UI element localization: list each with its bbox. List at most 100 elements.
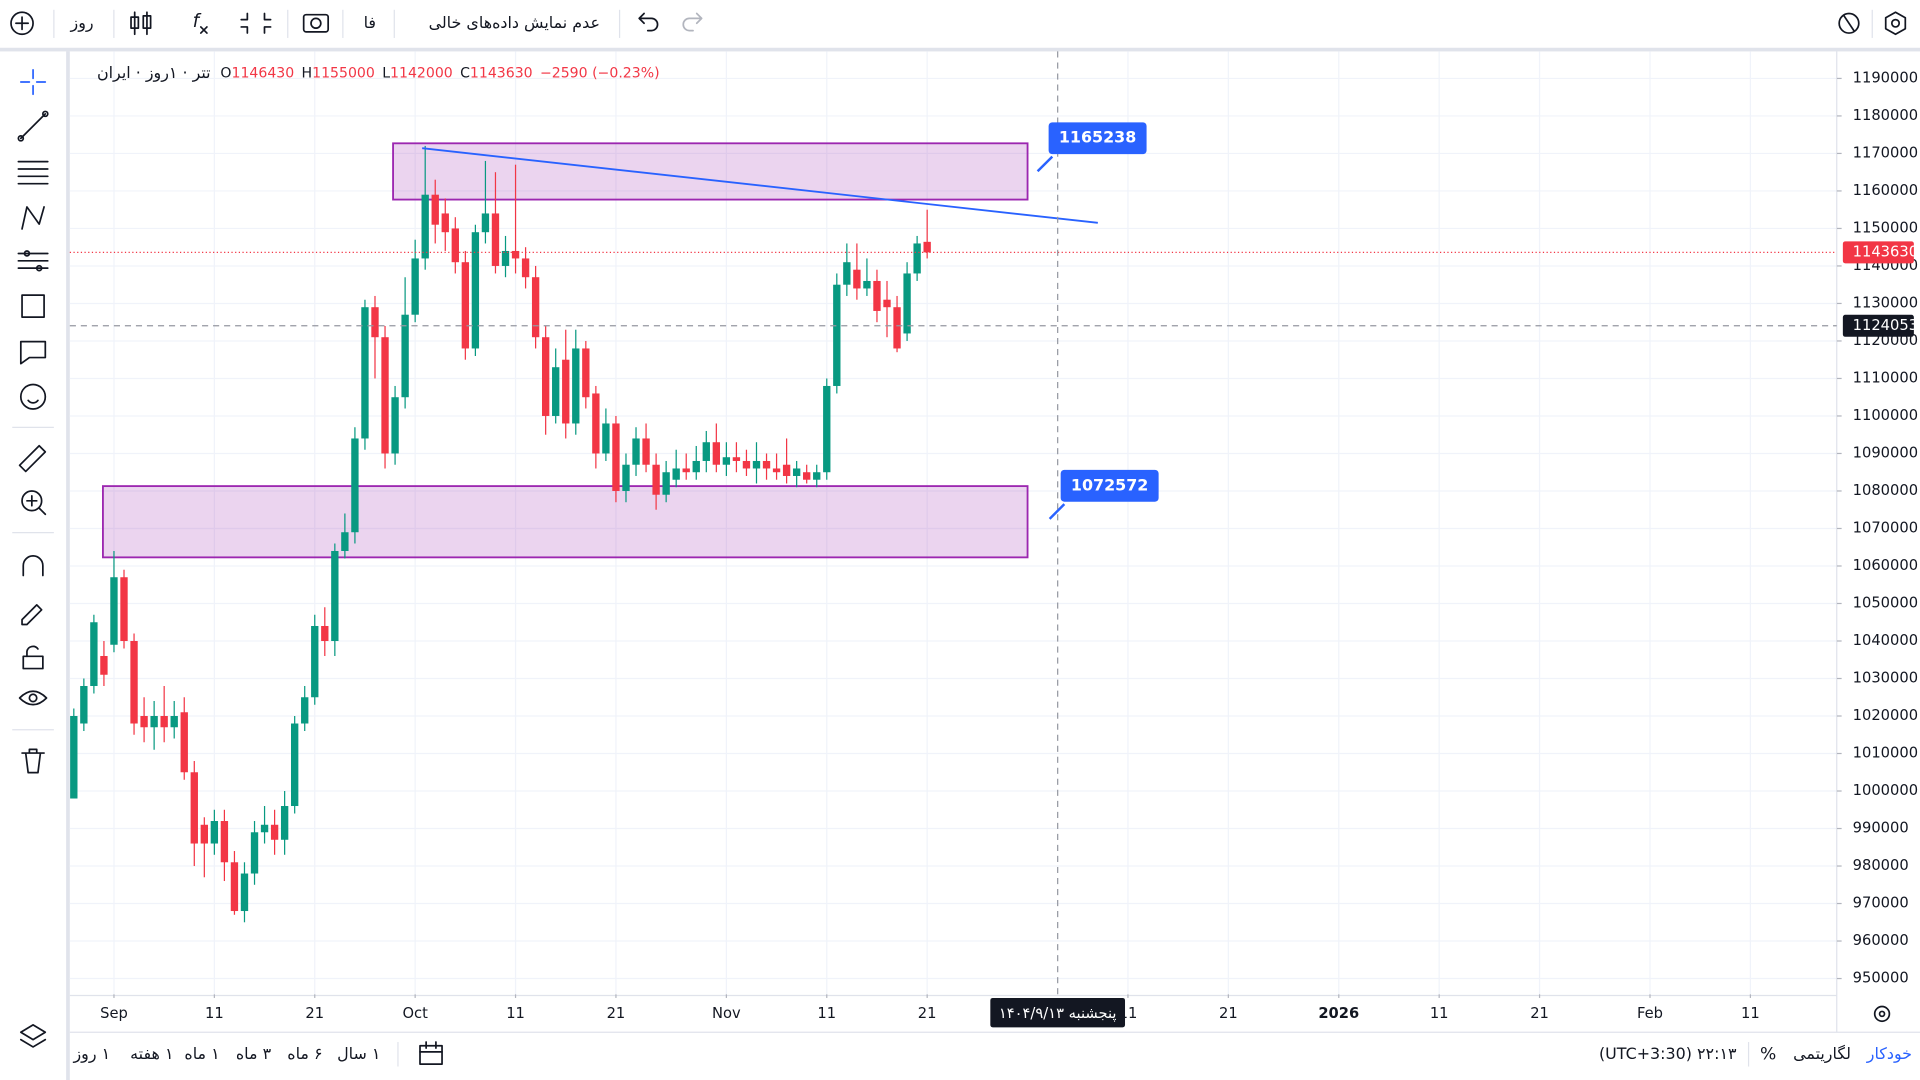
trendline-tool[interactable] xyxy=(17,110,49,142)
crosshair-tool[interactable] xyxy=(19,68,47,96)
candle-body xyxy=(270,824,279,840)
range-button[interactable]: ۶ ماه xyxy=(287,1044,322,1063)
left-toolbar xyxy=(12,68,54,1048)
percent-toggle[interactable]: % xyxy=(1760,1044,1776,1064)
candle-body xyxy=(762,460,771,469)
x-tick-label: 21 xyxy=(1530,1005,1549,1022)
indicators-button[interactable]: f xyxy=(193,11,208,34)
y-tick-label: 1150000 xyxy=(1853,219,1918,236)
theme-button[interactable] xyxy=(1838,12,1860,34)
range-button[interactable]: ۱ ماه xyxy=(184,1044,219,1063)
ohlc-prefix: L xyxy=(382,65,390,81)
candle-body xyxy=(863,280,871,289)
ohlc-change: −2590 (−0.23%) xyxy=(540,65,660,81)
zoom-tool[interactable] xyxy=(21,490,47,516)
range-button[interactable]: ۱ سال xyxy=(337,1044,380,1063)
fib-tool[interactable] xyxy=(17,160,49,185)
price-label-pointer xyxy=(1036,155,1054,173)
settings-button[interactable] xyxy=(1884,11,1907,36)
delete-tool[interactable] xyxy=(21,748,45,774)
redo-button[interactable] xyxy=(682,12,703,32)
x-tick-label: 11 xyxy=(1430,1005,1449,1022)
candle-body xyxy=(712,442,721,465)
hide-empty-toggle[interactable]: عدم نمایش داده‌های خالی xyxy=(429,13,600,33)
y-tick-label: 1000000 xyxy=(1853,782,1918,799)
candle-body xyxy=(110,577,118,645)
range-button[interactable]: ۱ روز xyxy=(73,1044,111,1064)
top-toolbar: روز f فا عدم نمایش داده‌های خالی xyxy=(10,9,1907,38)
time-axis-settings[interactable] xyxy=(1873,1005,1891,1023)
candle-body xyxy=(441,213,449,233)
y-tick-label: 1040000 xyxy=(1853,632,1918,649)
x-tick-label: 2026 xyxy=(1318,1005,1359,1022)
y-tick-label: 1010000 xyxy=(1853,745,1918,762)
candle-body xyxy=(692,460,700,473)
zone[interactable] xyxy=(102,485,1029,559)
candle-body xyxy=(120,577,128,641)
candle-body xyxy=(341,532,349,551)
top-divider xyxy=(0,47,1920,52)
icon-tool[interactable] xyxy=(19,383,47,410)
candle-body xyxy=(893,307,901,349)
zones xyxy=(102,142,1029,559)
interval-button[interactable]: روز xyxy=(70,13,94,33)
text-tool[interactable] xyxy=(19,340,47,365)
candle-body xyxy=(421,194,429,259)
candle-body xyxy=(250,832,259,874)
y-tick-label: 1180000 xyxy=(1853,107,1918,124)
y-tick-label: 1130000 xyxy=(1853,294,1918,311)
range-button[interactable]: ۱ هفته xyxy=(130,1044,173,1063)
fullscreen-button[interactable] xyxy=(240,12,272,34)
ruler-tool[interactable] xyxy=(18,444,47,473)
candle-body xyxy=(742,460,751,469)
visibility-tool[interactable] xyxy=(18,690,48,706)
candle-body xyxy=(903,273,911,334)
draw-mode-tool[interactable] xyxy=(21,604,43,626)
candle-body xyxy=(331,550,339,641)
pattern-tool[interactable] xyxy=(21,206,45,230)
grid xyxy=(69,51,1837,995)
candle-body xyxy=(622,464,630,491)
candle-body xyxy=(371,307,379,338)
lock-tool[interactable] xyxy=(22,645,44,670)
candle-body xyxy=(853,269,861,289)
candle-body xyxy=(843,262,851,285)
log-toggle[interactable]: لگاریتمی xyxy=(1793,1044,1851,1064)
timezone[interactable]: ۲۲:۱۳ (UTC+3:30) xyxy=(1599,1044,1737,1063)
candle-body xyxy=(833,284,841,386)
forecast-tool[interactable] xyxy=(17,250,49,272)
add-symbol-button[interactable] xyxy=(10,11,34,36)
candle-body xyxy=(411,258,419,315)
trend-line[interactable] xyxy=(422,147,1098,224)
range-button[interactable]: ۳ ماه xyxy=(236,1044,272,1063)
candles xyxy=(70,145,931,923)
candle-body xyxy=(562,359,570,424)
auto-toggle[interactable]: خودکار xyxy=(1866,1044,1912,1064)
ohlc-value: 1142000 xyxy=(390,65,453,81)
price-label[interactable]: 1072572 xyxy=(1071,475,1148,494)
candle-body xyxy=(923,241,931,253)
crosshair-price-label: 1124053 xyxy=(1853,317,1918,334)
candle-body xyxy=(531,277,540,338)
candle-body xyxy=(652,464,660,495)
x-tick-label: 21 xyxy=(607,1005,626,1022)
candle-body xyxy=(491,213,500,266)
undo-button[interactable] xyxy=(638,12,659,32)
zone[interactable] xyxy=(392,142,1029,201)
goto-date-button[interactable] xyxy=(419,1041,443,1065)
last-price-box xyxy=(1842,241,1914,264)
candle-body xyxy=(582,348,590,398)
candle-body xyxy=(752,460,761,469)
last-price-label: 1143630 xyxy=(1853,243,1918,260)
magnet-tool[interactable] xyxy=(22,555,44,577)
candle-body xyxy=(140,716,148,728)
chart-type-button[interactable] xyxy=(130,11,152,36)
price-label[interactable]: 1165238 xyxy=(1059,128,1136,147)
candle-body xyxy=(592,393,600,454)
shape-tool[interactable] xyxy=(21,294,45,319)
language-button[interactable]: فا xyxy=(364,13,376,32)
x-tick-label: Oct xyxy=(402,1005,428,1022)
snapshot-button[interactable] xyxy=(302,13,330,33)
object-tree-button[interactable] xyxy=(19,1024,47,1048)
